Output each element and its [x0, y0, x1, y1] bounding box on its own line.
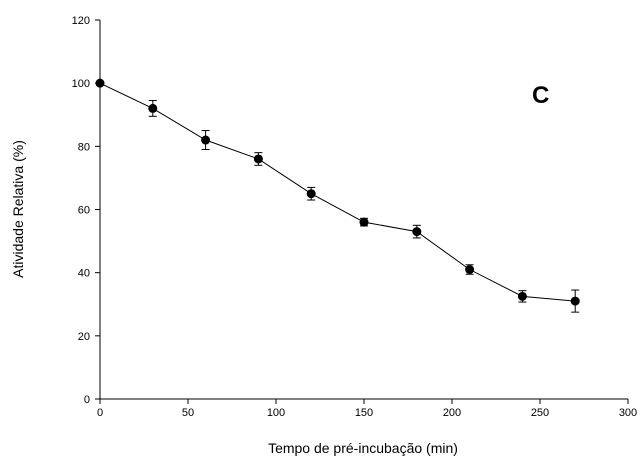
x-tick-label: 200 [443, 407, 461, 419]
x-tick-label: 250 [531, 407, 549, 419]
y-tick-label: 40 [78, 268, 90, 280]
x-axis-title: Tempo de pré-incubação (min) [268, 440, 458, 456]
data-point [359, 217, 369, 227]
x-tick-label: 50 [182, 407, 194, 419]
data-point [253, 154, 263, 164]
data-point [201, 135, 211, 145]
data-point [95, 78, 105, 88]
y-tick-label: 60 [78, 205, 90, 217]
y-tick-label: 80 [78, 141, 90, 153]
data-point [148, 103, 158, 113]
x-tick-label: 0 [97, 407, 103, 419]
axes [99, 20, 628, 400]
data-point [517, 291, 527, 301]
y-axis-title: Atividade Relativa (%) [10, 140, 26, 278]
ticks: 0 50 100 150 200 250 300 0 20 40 60 80 100 120 [72, 15, 638, 419]
y-tick-label: 20 [78, 331, 90, 343]
y-tick-label: 0 [84, 394, 90, 406]
data-point [306, 189, 316, 199]
data-point [412, 227, 422, 237]
x-tick-label: 100 [267, 407, 285, 419]
panel-label: C [532, 82, 549, 109]
x-tick-label: 150 [355, 407, 373, 419]
data-point [570, 296, 580, 306]
data-point [465, 265, 475, 275]
y-tick-label: 120 [72, 15, 90, 27]
x-tick-label: 300 [619, 407, 637, 419]
y-tick-label: 100 [72, 78, 90, 90]
series-line [99, 82, 576, 302]
data-series [95, 78, 580, 313]
